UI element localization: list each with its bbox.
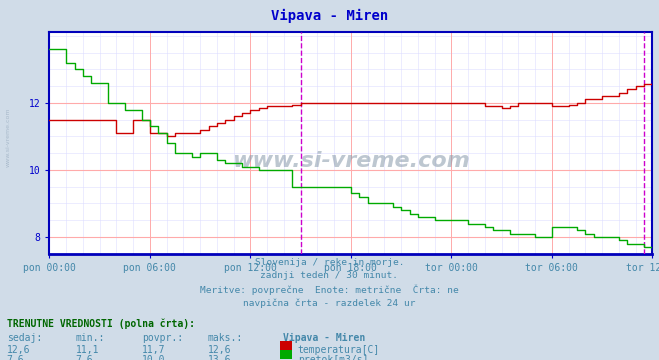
Text: 12,6: 12,6 bbox=[208, 345, 231, 355]
Text: maks.:: maks.: bbox=[208, 333, 243, 343]
Text: min.:: min.: bbox=[76, 333, 105, 343]
Text: Vipava - Miren: Vipava - Miren bbox=[271, 9, 388, 23]
Text: 13,6: 13,6 bbox=[208, 355, 231, 360]
Text: 7,6: 7,6 bbox=[7, 355, 24, 360]
Text: temperatura[C]: temperatura[C] bbox=[298, 345, 380, 355]
Text: 11,7: 11,7 bbox=[142, 345, 165, 355]
Text: Vipava - Miren: Vipava - Miren bbox=[283, 333, 366, 343]
Text: sedaj:: sedaj: bbox=[7, 333, 42, 343]
Text: www.si-vreme.com: www.si-vreme.com bbox=[232, 151, 470, 171]
Text: www.si-vreme.com: www.si-vreme.com bbox=[5, 107, 11, 167]
Text: pretok[m3/s]: pretok[m3/s] bbox=[298, 355, 368, 360]
Text: 10,0: 10,0 bbox=[142, 355, 165, 360]
Text: povpr.:: povpr.: bbox=[142, 333, 183, 343]
Text: 11,1: 11,1 bbox=[76, 345, 100, 355]
Text: 7,6: 7,6 bbox=[76, 355, 94, 360]
Text: Slovenija / reke in morje.
zadnji teden / 30 minut.
Meritve: povprečne  Enote: m: Slovenija / reke in morje. zadnji teden … bbox=[200, 258, 459, 308]
Text: TRENUTNE VREDNOSTI (polna črta):: TRENUTNE VREDNOSTI (polna črta): bbox=[7, 319, 194, 329]
Text: 12,6: 12,6 bbox=[7, 345, 30, 355]
